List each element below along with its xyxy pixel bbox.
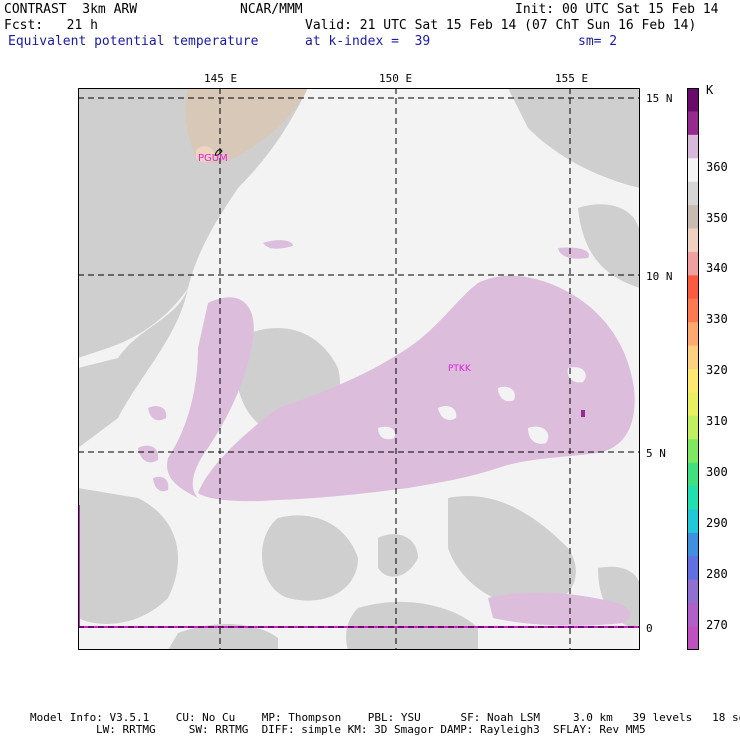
colorbar [687,88,699,650]
colorbar-swatch [687,111,699,136]
colorbar-swatch [687,462,699,487]
colorbar-swatch [687,556,699,581]
colorbar-swatch [687,439,699,464]
colorbar-swatch [687,88,699,112]
institution-label: NCAR/MMM [240,2,303,17]
lat-label-0: 0 [646,622,653,635]
init-time: Init: 00 UTC Sat 15 Feb 14 [515,2,719,17]
field-name: Equivalent potential temperature [8,34,259,49]
colorbar-label-310: 310 [706,414,728,428]
lon-label-145: 145 E [204,72,238,85]
colorbar-swatch [687,415,699,440]
colorbar-swatch [687,251,699,276]
lon-label-155: 155 E [555,72,589,85]
colorbar-swatch [687,603,699,628]
colorbar-swatch [687,369,699,393]
colorbar-label-350: 350 [706,211,728,225]
colorbar-label-320: 320 [706,363,728,377]
colorbar-label-280: 280 [706,567,728,581]
colorbar-swatch [687,626,699,650]
colorbar-swatch [687,205,699,229]
model-info-line2: LW: RRTMG SW: RRTMG DIFF: simple KM: 3D … [96,723,646,736]
colorbar-label-330: 330 [706,312,728,326]
station-label-ptkk: PTKK [448,364,472,374]
colorbar-swatch [687,134,699,159]
colorbar-unit: K [706,83,714,97]
colorbar-swatch [687,509,699,534]
colorbar-swatch [687,181,699,206]
colorbar-label-360: 360 [706,160,728,174]
colorbar-label-340: 340 [706,261,728,275]
lat-label-5n: 5 N [646,447,666,460]
model-info-line1: Model Info: V3.5.1 CU: No Cu MP: Thompso… [30,711,740,724]
colorbar-label-290: 290 [706,516,728,530]
map-border [78,88,640,650]
lat-lon-grid [78,88,640,650]
lat-label-15n: 15 N [646,92,673,105]
theta-e-map: PGUM PTKK [78,88,640,650]
model-title: CONTRAST 3km ARW [4,2,138,17]
colorbar-swatch [687,228,699,253]
colorbar-swatch [687,158,699,183]
colorbar-label-270: 270 [706,618,728,632]
warm-spot-guam [196,146,216,163]
tan-contour-region [185,88,308,164]
colorbar-swatch [687,532,699,557]
white-gaps [378,367,586,444]
guam-coastline [214,149,223,156]
station-label-pgum: PGUM [198,153,228,164]
colorbar-swatch [687,579,699,604]
forecast-hour: Fcst: 21 h [4,18,98,33]
level-index: at k-index = 39 [305,34,431,49]
valid-time: Valid: 21 UTC Sat 15 Feb 14 (07 ChT Sun … [305,18,697,33]
colorbar-swatch [687,298,699,323]
colorbar-swatch [687,392,699,417]
magenta-spot [581,410,585,417]
colorbar-border [687,88,699,650]
lon-label-150: 150 E [379,72,413,85]
colorbar-label-300: 300 [706,465,728,479]
colorbar-swatch [687,486,699,510]
colorbar-swatch [687,275,699,300]
lat-label-10n: 10 N [646,270,673,283]
smoothing-label: sm= 2 [578,34,618,49]
lavender-contour-regions [138,240,635,626]
grey-contour-regions [78,88,640,650]
colorbar-swatch [687,345,699,370]
colorbar-swatch [687,322,699,347]
